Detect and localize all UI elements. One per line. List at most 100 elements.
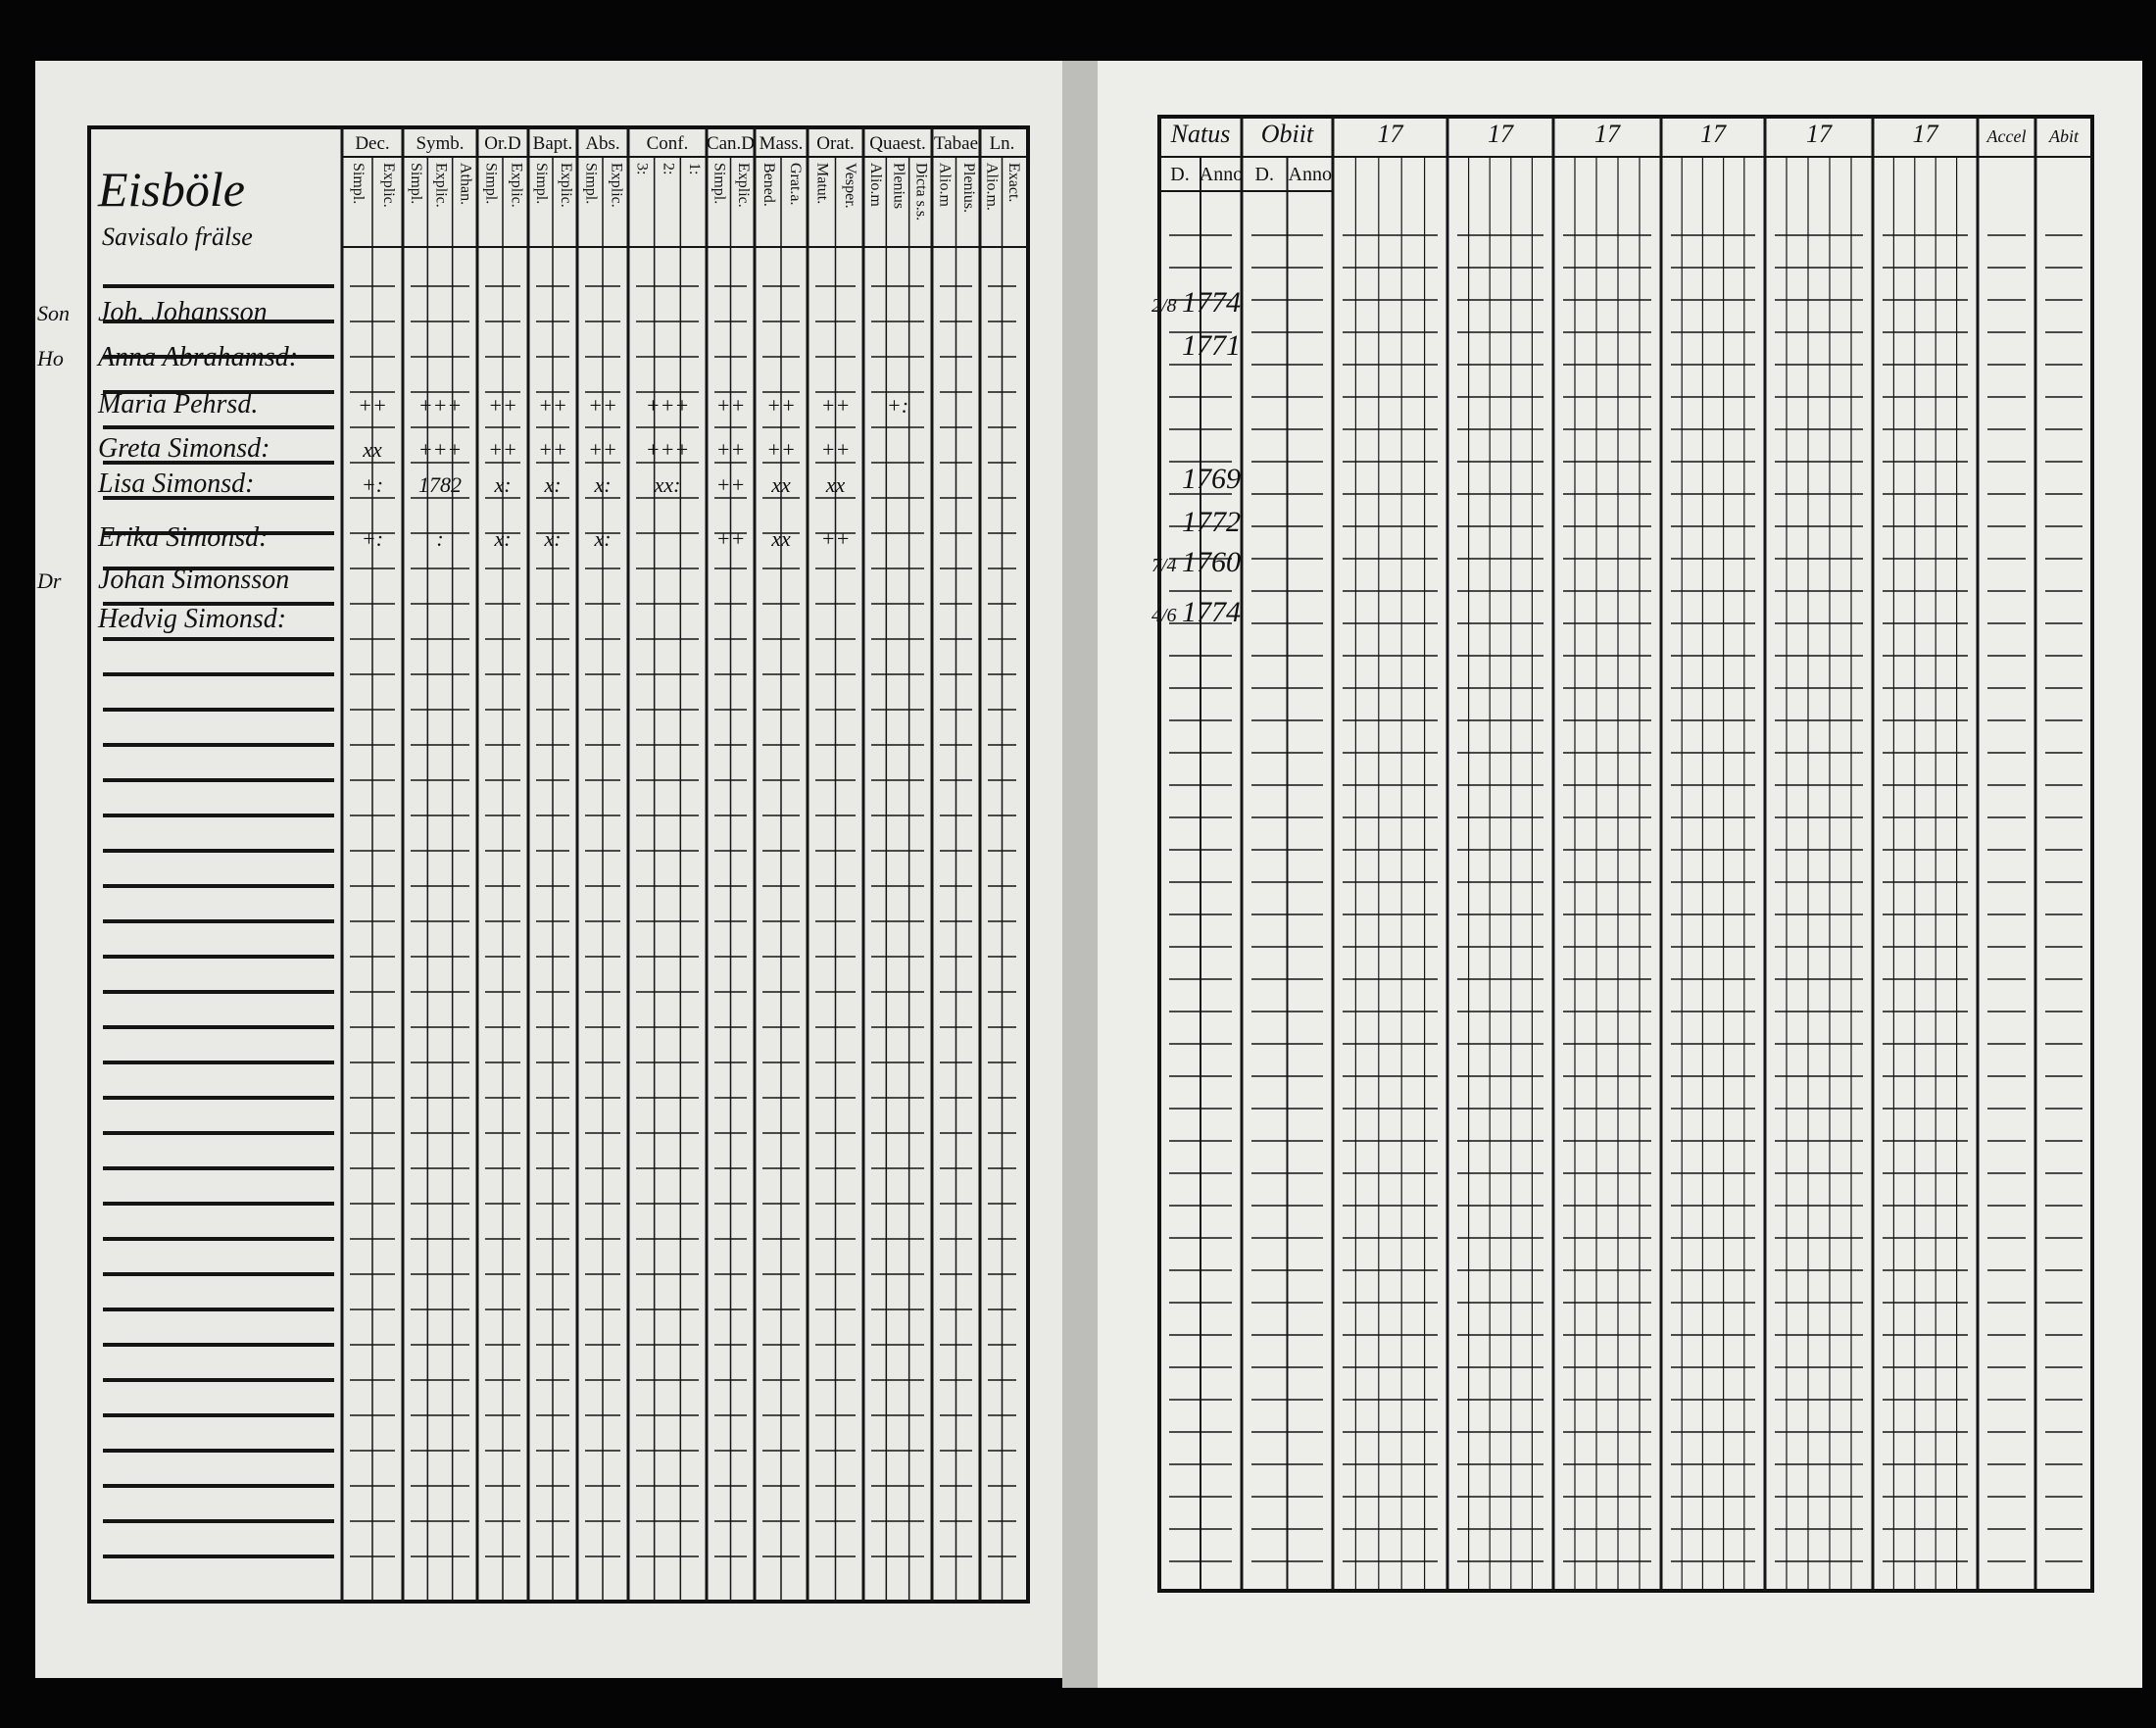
birth-year: 1760: [1182, 546, 1241, 578]
column-header: Bapt.: [533, 133, 573, 154]
mark: x:: [543, 526, 561, 551]
mark: ++: [821, 393, 851, 418]
mark: ++: [766, 393, 796, 418]
mark: xx: [825, 472, 846, 497]
mark: +:: [362, 472, 383, 497]
sub-column-header: Anno: [1200, 164, 1243, 185]
birth-year: 1774: [1182, 286, 1241, 319]
sub-column-header: Grat.a.: [787, 163, 804, 206]
sub-column-header: Plenius: [890, 163, 906, 209]
person-name: Erika Simonsd:: [97, 522, 268, 553]
sub-column-header: Dicta s.s.: [913, 163, 930, 221]
sub-column-header: Explic.: [380, 163, 397, 208]
column-header: Tabae: [934, 133, 978, 154]
sub-column-header: Simpl.: [711, 163, 728, 204]
column-header: 17: [1913, 120, 1939, 148]
mark: xx: [362, 437, 382, 462]
mark: ++: [716, 526, 746, 551]
column-header: Quaest.: [869, 133, 926, 154]
sub-column-header: Simpl.: [482, 163, 499, 204]
sub-column-header: Simpl.: [533, 163, 550, 204]
sub-column-header: Anno: [1289, 164, 1332, 185]
mark: ++: [588, 437, 617, 462]
mark: ++: [766, 437, 796, 462]
column-header: Abs.: [585, 133, 619, 154]
birth-year: 1774: [1182, 596, 1241, 628]
birth-year: 1772: [1182, 506, 1241, 538]
column-header: Abit: [2048, 126, 2080, 146]
mark: :: [436, 526, 443, 551]
sub-column-header: Plenius.: [960, 163, 977, 213]
row-marker: Dr: [36, 568, 62, 593]
mark: +++: [646, 393, 690, 418]
birth-day: 4/6: [1152, 605, 1177, 626]
mark: +++: [418, 393, 463, 418]
mark: ++: [716, 393, 746, 418]
sub-column-header: Simpl.: [350, 163, 367, 204]
column-header: Symb.: [416, 133, 464, 154]
column-header: 17: [1378, 120, 1404, 148]
sub-column-header: Alio.m: [937, 163, 954, 207]
column-header: 17: [1488, 120, 1514, 148]
left-leaf: [35, 61, 1064, 1678]
sub-column-header: Vesper.: [842, 163, 858, 209]
column-header: 17: [1806, 120, 1833, 148]
mark: x:: [493, 526, 511, 551]
person-name: Anna Abrahamsd:: [96, 342, 298, 372]
mark: ++: [716, 437, 746, 462]
column-header: Accel: [1986, 126, 2027, 146]
column-header: Ln.: [990, 133, 1015, 154]
sub-column-header: 1:: [686, 163, 703, 174]
mark: x:: [493, 472, 511, 497]
left-table-frame: [87, 125, 1030, 1604]
sub-column-header: D.: [1170, 164, 1189, 185]
column-header: 17: [1594, 120, 1621, 148]
mark: x:: [593, 472, 611, 497]
column-header: Can.D: [707, 133, 755, 154]
mark: x:: [593, 526, 611, 551]
mark: ++: [538, 437, 567, 462]
person-name: Johan Simonsson: [98, 565, 289, 595]
sub-column-header: Explic.: [735, 163, 752, 208]
birth-day: 2/8: [1152, 295, 1177, 317]
column-header: Mass.: [760, 133, 804, 154]
row-marker: Ho: [36, 346, 64, 370]
person-name: Maria Pehrsd.: [97, 389, 258, 420]
person-name: Greta Simonsd:: [98, 433, 270, 464]
sub-column-header: Bened.: [760, 163, 777, 207]
sub-column-header: Alio.m: [867, 163, 884, 207]
column-header: Or.D: [484, 133, 520, 154]
mark: xx:: [654, 472, 681, 497]
person-name: Joh. Johansson: [98, 297, 268, 327]
sub-column-header: Exact.: [1005, 163, 1022, 202]
mark: ++: [538, 393, 567, 418]
mark: ++: [716, 472, 746, 497]
column-header: Obiit: [1261, 120, 1314, 148]
sub-column-header: Athan.: [458, 163, 474, 205]
right-leaf: [1096, 61, 2142, 1688]
person-name: Lisa Simonsd:: [97, 469, 254, 499]
mark: +:: [362, 526, 383, 551]
column-header: Natus: [1170, 120, 1231, 148]
sub-column-header: 3:: [634, 163, 651, 174]
mark: ++: [588, 393, 617, 418]
sub-column-header: Explic.: [558, 163, 574, 208]
column-header: Conf.: [647, 133, 689, 154]
row-marker: Son: [37, 301, 70, 325]
sub-column-header: Matut.: [814, 163, 831, 204]
sub-column-header: 2:: [660, 163, 676, 174]
mark: x:: [543, 472, 561, 497]
mark: ++: [821, 526, 851, 551]
mark: ++: [358, 393, 387, 418]
person-name: Hedvig Simonsd:: [97, 604, 286, 634]
birth-year: 1769: [1182, 463, 1241, 495]
sub-column-header: Explic.: [608, 163, 624, 208]
sub-column-header: Alio.m.: [984, 163, 1001, 211]
column-header: Orat.: [816, 133, 855, 154]
mark: xx: [770, 526, 791, 551]
mark: +++: [646, 437, 690, 462]
mark: ++: [821, 437, 851, 462]
sub-column-header: Explic.: [432, 163, 449, 208]
